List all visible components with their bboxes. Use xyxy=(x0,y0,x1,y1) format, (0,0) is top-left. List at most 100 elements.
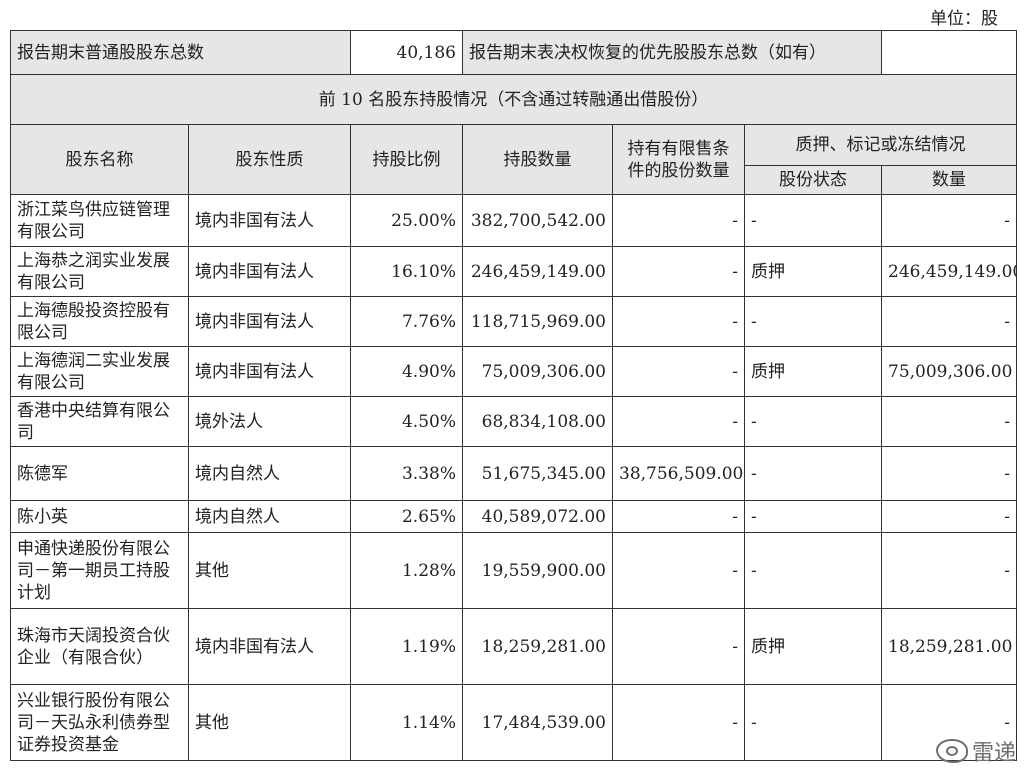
table-row: 申通快递股份有限公司－第一期员工持股计划 其他 1.28% 19,559,900.00… xyxy=(10,532,1018,609)
shareholder-name: 珠海市天阔投资合伙企业（有限合伙） xyxy=(10,608,189,685)
pledge-quantity: - xyxy=(881,296,1018,347)
holding-quantity: 75,009,306.00 xyxy=(462,346,613,397)
shareholder-nature: 境内非国有法人 xyxy=(188,608,351,685)
holding-quantity: 40,589,072.00 xyxy=(462,500,613,533)
header-name: 股东名称 xyxy=(10,124,189,195)
table-row: 上海德润二实业发展有限公司 境内非国有法人 4.90% 75,009,306.00- 质… xyxy=(10,346,1018,397)
header-pledge-group: 质押、标记或冻结情况 xyxy=(743,124,1018,166)
watermark: 雷递 xyxy=(935,735,1016,767)
shareholder-table: 报告期末普通股股东总数 40,186 报告期末表决权恢复的优先股股东总数（如有）… xyxy=(9,30,1018,761)
shareholder-nature: 境内自然人 xyxy=(188,500,351,533)
table-row: 兴业银行股份有限公司－天弘永利债券型证券投资基金 其他 1.14% 17,484,53… xyxy=(10,684,1018,761)
restricted-shares: - xyxy=(612,246,745,297)
summary-row: 报告期末普通股股东总数 40,186 报告期末表决权恢复的优先股股东总数（如有） xyxy=(10,30,1018,75)
shareholder-nature: 境内自然人 xyxy=(188,446,351,501)
pledge-status: - xyxy=(743,446,883,501)
shareholder-nature: 其他 xyxy=(188,532,351,609)
header-pledge-qty: 数量 xyxy=(881,165,1018,195)
pledge-quantity: - xyxy=(881,500,1018,533)
table-row: 陈小英 境内自然人 2.65% 40,589,072.00- - - xyxy=(10,500,1018,533)
pledge-status: 质押 xyxy=(743,246,883,297)
holding-quantity: 68,834,108.00 xyxy=(462,396,613,447)
restricted-shares: 38,756,509.00 xyxy=(612,446,745,501)
holding-ratio: 7.76% xyxy=(350,296,463,347)
pledge-quantity: 18,259,281.00 xyxy=(881,608,1018,685)
header-restricted: 持有有限售条件的股份数量 xyxy=(612,124,745,195)
holding-quantity: 18,259,281.00 xyxy=(462,608,613,685)
holding-quantity: 246,459,149.00 xyxy=(462,246,613,297)
restricted-shares: - xyxy=(612,346,745,397)
section-title-row: 前 10 名股东持股情况（不含通过转融通出借股份） xyxy=(9,74,1018,125)
pledge-status: - xyxy=(743,684,883,761)
holding-ratio: 16.10% xyxy=(350,246,463,297)
shareholder-name: 申通快递股份有限公司－第一期员工持股计划 xyxy=(10,532,189,609)
restricted-shares: - xyxy=(612,194,745,247)
table-row: 上海德殷投资控股有限公司 境内非国有法人 7.76% 118,715,969.00- -… xyxy=(10,296,1018,347)
header-row-1: 股东名称 股东性质 持股比例 持股数量 持有有限售条件的股份数量 质押、标记或冻… xyxy=(10,124,1018,195)
shareholder-nature: 境内非国有法人 xyxy=(188,296,351,347)
pledge-status: - xyxy=(743,194,883,247)
restricted-shares: - xyxy=(612,684,745,761)
section-title: 前 10 名股东持股情况（不含通过转融通出借股份） xyxy=(9,74,1018,125)
common-holders-value: 40,186 xyxy=(350,30,463,75)
restricted-shares: - xyxy=(612,500,745,533)
shareholder-name: 上海德殷投资控股有限公司 xyxy=(10,296,189,347)
shareholder-name: 上海恭之润实业发展有限公司 xyxy=(10,246,189,297)
table-row: 陈德军 境内自然人 3.38% 51,675,345.00 38,756,509.00-… xyxy=(10,446,1018,501)
pledge-status: 质押 xyxy=(743,608,883,685)
pledge-status: - xyxy=(743,500,883,533)
holding-quantity: 382,700,542.00 xyxy=(462,194,613,247)
restricted-shares: - xyxy=(612,296,745,347)
common-holders-label: 报告期末普通股股东总数 xyxy=(10,30,351,75)
holding-ratio: 4.90% xyxy=(350,346,463,397)
holding-quantity: 118,715,969.00 xyxy=(462,296,613,347)
holding-ratio: 4.50% xyxy=(350,396,463,447)
restricted-shares: - xyxy=(612,396,745,447)
shareholder-name: 兴业银行股份有限公司－天弘永利债券型证券投资基金 xyxy=(10,684,189,761)
preferred-holders-value xyxy=(881,30,1018,75)
shareholder-name: 香港中央结算有限公司 xyxy=(10,396,189,447)
shareholder-name: 上海德润二实业发展有限公司 xyxy=(10,346,189,397)
holding-quantity: 51,675,345.00 xyxy=(462,446,613,501)
holding-ratio: 2.65% xyxy=(350,500,463,533)
pledge-status: - xyxy=(743,396,883,447)
restricted-shares: - xyxy=(612,608,745,685)
pledge-quantity: 75,009,306.00 xyxy=(881,346,1018,397)
pledge-status: - xyxy=(743,532,883,609)
header-nature: 股东性质 xyxy=(188,124,351,195)
watermark-text: 雷递 xyxy=(971,741,1016,766)
preferred-holders-label: 报告期末表决权恢复的优先股股东总数（如有） xyxy=(461,30,883,75)
shareholder-nature: 境外法人 xyxy=(188,396,351,447)
shareholder-name: 浙江菜鸟供应链管理有限公司 xyxy=(10,194,189,247)
holding-quantity: 17,484,539.00 xyxy=(462,684,613,761)
header-ratio: 持股比例 xyxy=(350,124,463,195)
pledge-quantity: - xyxy=(881,396,1018,447)
pledge-quantity: - xyxy=(881,532,1018,609)
holding-ratio: 3.38% xyxy=(350,446,463,501)
weibo-icon xyxy=(935,739,968,763)
shareholder-nature: 其他 xyxy=(188,684,351,761)
table-row: 浙江菜鸟供应链管理有限公司 境内非国有法人 25.00% 382,700,542.00… xyxy=(10,194,1018,247)
header-row-2: 股份状态 数量 xyxy=(11,165,1018,195)
shareholder-nature: 境内非国有法人 xyxy=(188,246,351,297)
restricted-shares: - xyxy=(612,532,745,609)
holding-ratio: 25.00% xyxy=(350,194,463,247)
pledge-quantity: 246,459,149.00 xyxy=(881,246,1018,297)
holding-quantity: 19,559,900.00 xyxy=(462,532,613,609)
unit-label: 单位：股 xyxy=(930,9,998,29)
holding-ratio: 1.19% xyxy=(350,608,463,685)
header-pledge-status: 股份状态 xyxy=(743,165,883,195)
table-row: 上海恭之润实业发展有限公司 境内非国有法人 16.10% 246,459,149.00… xyxy=(10,246,1018,297)
pledge-quantity: - xyxy=(881,194,1018,247)
shareholder-nature: 境内非国有法人 xyxy=(188,346,351,397)
header-quantity: 持股数量 xyxy=(462,124,613,195)
pledge-status: 质押 xyxy=(743,346,883,397)
shareholder-name: 陈小英 xyxy=(10,500,189,533)
holding-ratio: 1.14% xyxy=(350,684,463,761)
table-row: 珠海市天阔投资合伙企业（有限合伙） 境内非国有法人 1.19% 18,259,281.… xyxy=(10,608,1018,685)
pledge-status: - xyxy=(743,296,883,347)
holding-ratio: 1.28% xyxy=(350,532,463,609)
shareholder-name: 陈德军 xyxy=(10,446,189,501)
pledge-quantity: - xyxy=(881,446,1018,501)
table-row: 香港中央结算有限公司 境外法人 4.50% 68,834,108.00- - - xyxy=(10,396,1018,447)
